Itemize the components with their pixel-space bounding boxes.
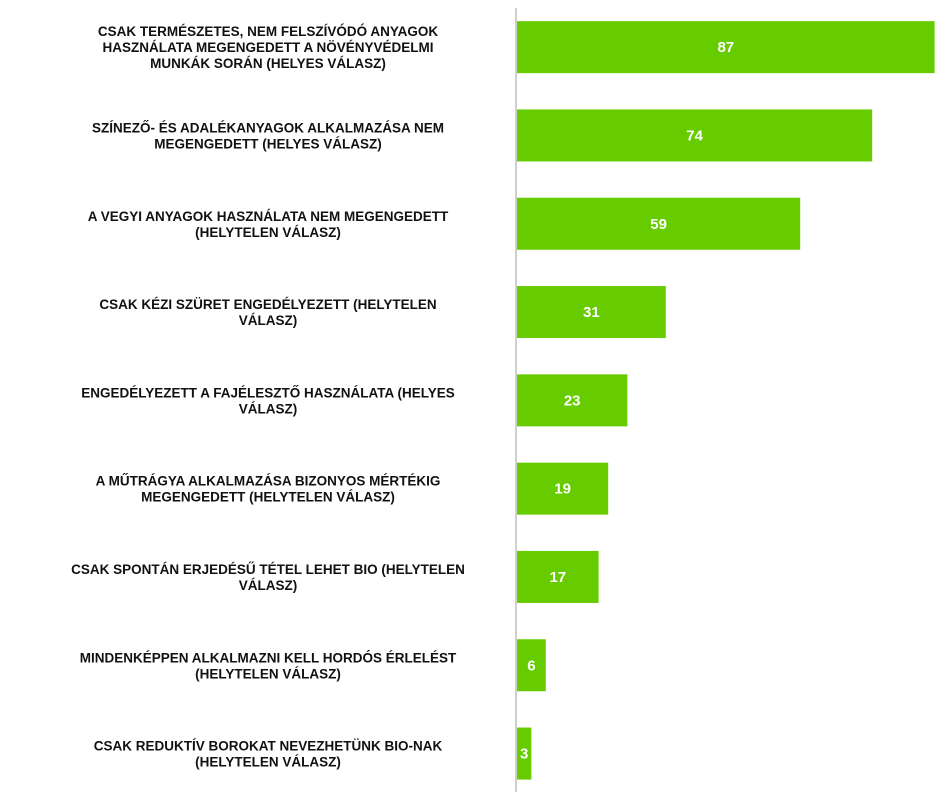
bar-4	[517, 286, 666, 339]
category-label-line: MUNKÁK SORÁN (HELYES VÁLASZ)	[150, 56, 386, 71]
bar-3	[517, 197, 801, 250]
category-labels-layer: CSAK TERMÉSZETES, NEM FELSZÍVÓDÓ ANYAGOK…	[71, 24, 465, 769]
category-label-line: VÁLASZ)	[239, 401, 298, 416]
category-label-line: MEGENGEDETT (HELYTELEN VÁLASZ)	[141, 490, 395, 505]
category-label-line: CSAK KÉZI SZÜRET ENGEDÉLYEZETT (HELYTELE…	[99, 297, 436, 312]
bar-2	[517, 109, 873, 162]
data-label-7: 17	[549, 569, 566, 586]
category-label-line: MINDENKÉPPEN ALKALMAZNI KELL HORDÓS ÉRLE…	[80, 650, 457, 665]
category-label-line: MEGENGEDETT (HELYES VÁLASZ)	[154, 136, 382, 151]
category-label-7: CSAK SPONTÁN ERJEDÉSŰ TÉTEL LEHET BIO (H…	[71, 562, 465, 593]
category-label-line: (HELYTELEN VÁLASZ)	[195, 666, 341, 681]
category-label-line: (HELYTELEN VÁLASZ)	[195, 225, 341, 240]
category-label-line: CSAK SPONTÁN ERJEDÉSŰ TÉTEL LEHET BIO (H…	[71, 562, 465, 577]
category-label-line: SZÍNEZŐ- ÉS ADALÉKANYAGOK ALKALMAZÁSA NE…	[92, 120, 444, 135]
category-label-1: CSAK TERMÉSZETES, NEM FELSZÍVÓDÓ ANYAGOK…	[98, 24, 439, 71]
category-label-line: ENGEDÉLYEZETT A FAJÉLESZTŐ HASZNÁLATA (H…	[81, 385, 455, 400]
category-label-4: CSAK KÉZI SZÜRET ENGEDÉLYEZETT (HELYTELE…	[99, 297, 436, 328]
category-label-line: VÁLASZ)	[239, 313, 298, 328]
bar-9	[517, 727, 532, 780]
bar-5	[517, 374, 628, 427]
category-label-5: ENGEDÉLYEZETT A FAJÉLESZTŐ HASZNÁLATA (H…	[81, 385, 455, 416]
category-label-6: A MŰTRÁGYA ALKALMAZÁSA BIZONYOS MÉRTÉKIG…	[96, 474, 441, 505]
data-label-2: 74	[686, 127, 703, 144]
category-label-8: MINDENKÉPPEN ALKALMAZNI KELL HORDÓS ÉRLE…	[80, 650, 457, 681]
category-label-line: A VEGYI ANYAGOK HASZNÁLATA NEM MEGENGEDE…	[88, 209, 449, 224]
category-label-line: HASZNÁLATA MEGENGEDETT A NÖVÉNYVÉDELMI	[102, 40, 433, 55]
data-label-1: 87	[717, 39, 734, 56]
bars-layer	[517, 21, 935, 780]
data-label-5: 23	[564, 392, 581, 409]
data-label-4: 31	[583, 304, 600, 321]
bar-6	[517, 462, 609, 515]
category-label-9: CSAK REDUKTÍV BOROKAT NEVEZHETÜNK BIO-NA…	[94, 739, 443, 770]
category-label-line: CSAK TERMÉSZETES, NEM FELSZÍVÓDÓ ANYAGOK	[98, 24, 439, 39]
data-label-3: 59	[650, 216, 667, 233]
category-label-line: VÁLASZ)	[239, 578, 298, 593]
category-label-line: CSAK REDUKTÍV BOROKAT NEVEZHETÜNK BIO-NA…	[94, 739, 443, 754]
category-label-2: SZÍNEZŐ- ÉS ADALÉKANYAGOK ALKALMAZÁSA NE…	[92, 120, 444, 151]
category-label-line: (HELYTELEN VÁLASZ)	[195, 755, 341, 770]
category-label-3: A VEGYI ANYAGOK HASZNÁLATA NEM MEGENGEDE…	[88, 209, 449, 240]
bar-7	[517, 550, 599, 603]
data-label-9: 3	[520, 746, 528, 763]
value-labels-layer: 87 74 59 31 23 19 17 6 3	[520, 39, 734, 762]
category-label-line: A MŰTRÁGYA ALKALMAZÁSA BIZONYOS MÉRTÉKIG	[96, 474, 441, 489]
data-label-6: 19	[554, 481, 571, 498]
bar-1	[517, 21, 935, 74]
data-label-8: 6	[527, 657, 535, 674]
bar-8	[517, 639, 546, 692]
